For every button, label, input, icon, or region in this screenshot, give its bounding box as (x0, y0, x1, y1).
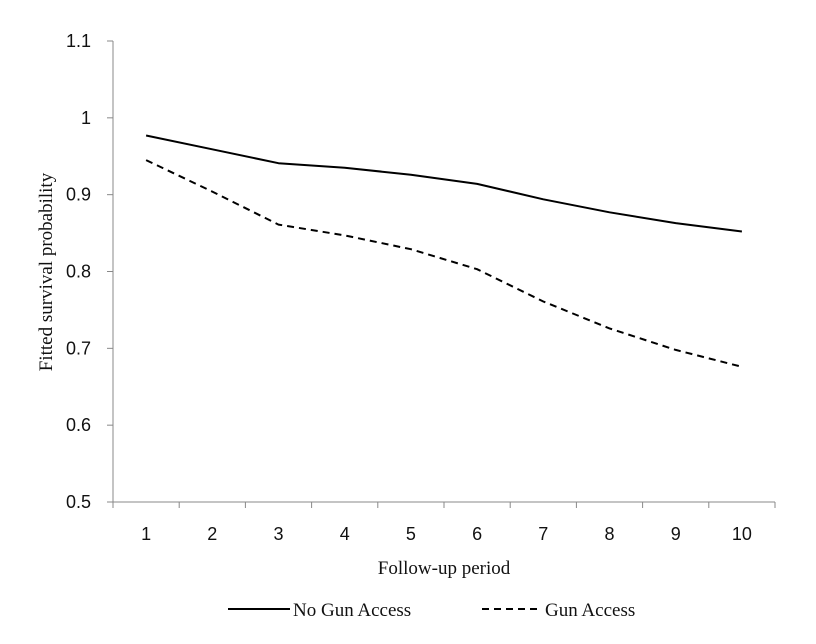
y-tick-label: 0.6 (66, 415, 91, 435)
x-tick-label: 8 (604, 524, 614, 544)
y-tick-label: 1 (81, 108, 91, 128)
series-lines (145, 134, 743, 368)
x-tick-label: 9 (671, 524, 681, 544)
x-tick-label: 2 (207, 524, 217, 544)
x-tick-label: 6 (472, 524, 482, 544)
x-axis-title: Follow-up period (378, 558, 511, 579)
y-tick-label: 1.1 (66, 31, 91, 51)
y-axis-ticks: 0.5 0.6 0.7 0.8 0.9 1 1.1 (66, 31, 113, 512)
legend-label-gun-access: Gun Access (545, 600, 635, 621)
legend: No Gun Access Gun Access (228, 600, 635, 621)
y-tick-label: 0.5 (66, 492, 91, 512)
legend-label-no-gun-access: No Gun Access (293, 600, 411, 621)
series-line-gun-access (145, 159, 743, 368)
x-tick-label: 10 (732, 524, 752, 544)
x-tick-label: 7 (538, 524, 548, 544)
series-line-no-gun-access (145, 134, 743, 233)
x-tick-label: 5 (406, 524, 416, 544)
x-tick-label: 1 (141, 524, 151, 544)
x-tick-label: 4 (340, 524, 350, 544)
y-tick-label: 0.7 (66, 338, 91, 358)
y-tick-label: 0.9 (66, 185, 91, 205)
x-axis-ticks: 1 2 3 4 5 6 7 8 9 10 (112, 502, 776, 544)
y-axis-title: Fitted survival probability (36, 172, 57, 371)
y-tick-label: 0.8 (66, 262, 91, 282)
x-tick-label: 3 (273, 524, 283, 544)
axes (112, 41, 775, 503)
